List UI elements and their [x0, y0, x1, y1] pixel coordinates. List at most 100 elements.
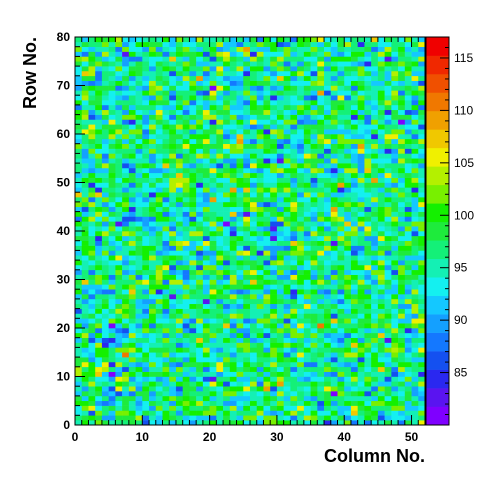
- heatmap-cell: [216, 376, 224, 382]
- heatmap-cell: [303, 216, 311, 222]
- heatmap-cell: [196, 158, 204, 164]
- heatmap-cell: [283, 313, 291, 319]
- heatmap-cell: [108, 395, 116, 402]
- heatmap-cell: [162, 41, 170, 47]
- heatmap-cell: [411, 405, 419, 411]
- heatmap-cell: [364, 56, 372, 62]
- heatmap-cell: [209, 70, 217, 77]
- heatmap-cell: [95, 250, 103, 256]
- heatmap-cell: [377, 303, 385, 309]
- heatmap-cell: [324, 167, 332, 174]
- heatmap-cell: [283, 197, 291, 203]
- heatmap-cell: [250, 114, 258, 120]
- heatmap-cell: [384, 153, 392, 159]
- heatmap-cell: [364, 177, 372, 183]
- heatmap-cell: [283, 206, 291, 212]
- heatmap-cell: [216, 129, 224, 135]
- heatmap-cell: [303, 138, 311, 144]
- y-tick-label: 40: [57, 224, 71, 238]
- heatmap-cell: [189, 391, 197, 397]
- heatmap-cell: [149, 100, 157, 106]
- heatmap-cell: [371, 163, 379, 169]
- heatmap-cell: [216, 172, 224, 178]
- heatmap-cell: [243, 182, 251, 188]
- heatmap-cell: [135, 167, 143, 174]
- heatmap-cell: [276, 415, 284, 421]
- heatmap-cell: [95, 391, 103, 397]
- heatmap-cell: [169, 352, 177, 358]
- heatmap-cell: [337, 376, 345, 382]
- heatmap-cell: [75, 124, 83, 130]
- heatmap-cell: [75, 328, 83, 334]
- heatmap-cell: [357, 187, 365, 193]
- heatmap-cell: [310, 41, 318, 47]
- heatmap-cell: [297, 260, 305, 266]
- heatmap-cell: [404, 46, 412, 52]
- heatmap-cell: [108, 85, 116, 91]
- heatmap-cell: [310, 226, 318, 232]
- heatmap-cell: [411, 337, 419, 343]
- heatmap-cell: [310, 75, 318, 81]
- heatmap-cell: [155, 415, 163, 421]
- heatmap-cell: [229, 226, 237, 232]
- heatmap-cell: [122, 100, 130, 106]
- heatmap-cell: [122, 298, 130, 305]
- heatmap-cell: [303, 361, 311, 368]
- heatmap-cell: [81, 279, 89, 285]
- heatmap-cell: [216, 177, 224, 183]
- heatmap-cell: [236, 75, 244, 81]
- heatmap-cell: [196, 182, 204, 188]
- heatmap-cell: [297, 167, 305, 174]
- heatmap-cell: [357, 109, 365, 115]
- heatmap-cell: [122, 187, 130, 193]
- heatmap-cell: [115, 313, 123, 319]
- heatmap-cell: [209, 347, 217, 353]
- heatmap-cell: [364, 41, 372, 47]
- heatmap-cell: [209, 376, 217, 382]
- heatmap-cell: [256, 381, 264, 387]
- heatmap-cell: [418, 158, 426, 164]
- heatmap-cell: [276, 177, 284, 183]
- heatmap-cell: [108, 129, 116, 135]
- heatmap-cell: [330, 361, 338, 368]
- heatmap-cell: [216, 260, 224, 266]
- heatmap-cell: [263, 158, 271, 164]
- heatmap-cell: [115, 197, 123, 203]
- heatmap-cell: [371, 70, 379, 77]
- heatmap-cell: [337, 119, 345, 125]
- heatmap-cell: [108, 405, 116, 411]
- heatmap-cell: [216, 381, 224, 387]
- heatmap-cell: [115, 109, 123, 115]
- heatmap-cell: [149, 148, 157, 154]
- heatmap-cell: [88, 255, 96, 261]
- heatmap-cell: [357, 66, 365, 72]
- heatmap-cell: [411, 163, 419, 169]
- heatmap-cell: [88, 143, 96, 149]
- heatmap-cell: [216, 274, 224, 280]
- heatmap-cell: [243, 231, 251, 237]
- heatmap-cell: [209, 284, 217, 290]
- heatmap-cell: [283, 100, 291, 106]
- heatmap-cell: [169, 235, 177, 241]
- heatmap-cell: [81, 206, 89, 212]
- heatmap-cell: [364, 143, 372, 149]
- heatmap-cell: [398, 61, 406, 67]
- heatmap-cell: [270, 298, 278, 305]
- heatmap-cell: [135, 197, 143, 203]
- heatmap-cell: [196, 366, 204, 372]
- heatmap-cell: [371, 386, 379, 392]
- heatmap-cell: [169, 400, 177, 406]
- heatmap-cell: [276, 37, 284, 43]
- heatmap-cell: [202, 391, 210, 397]
- heatmap-cell: [155, 376, 163, 382]
- heatmap-cell: [243, 289, 251, 295]
- heatmap-cell: [189, 279, 197, 285]
- heatmap-cell: [202, 56, 210, 62]
- heatmap-cell: [371, 298, 379, 305]
- heatmap-cell: [236, 70, 244, 77]
- heatmap-cell: [162, 308, 170, 314]
- heatmap-cell: [391, 201, 399, 208]
- heatmap-cell: [270, 124, 278, 130]
- heatmap-cell: [81, 366, 89, 372]
- heatmap-cell: [411, 124, 419, 130]
